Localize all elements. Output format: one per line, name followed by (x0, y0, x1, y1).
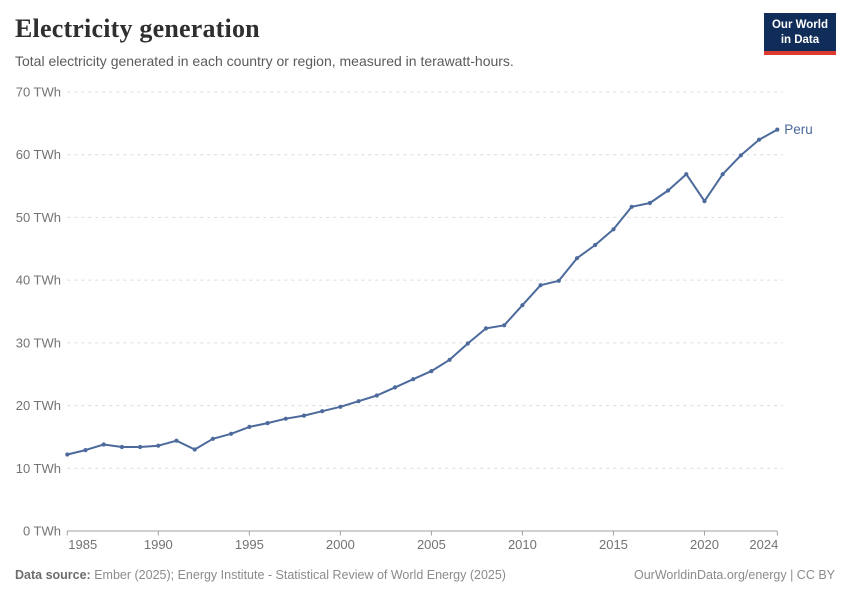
x-tick-label: 2005 (417, 537, 446, 552)
y-tick-label: 40 TWh (16, 273, 61, 288)
x-tick-label: 1995 (235, 537, 264, 552)
x-tick-label: 2000 (326, 537, 355, 552)
data-point[interactable] (465, 341, 470, 346)
y-tick-label: 0 TWh (23, 524, 61, 539)
x-tick-label: 2024 (749, 537, 778, 552)
y-tick-label: 30 TWh (16, 335, 61, 350)
data-point[interactable] (593, 242, 598, 248)
chart-footer: Data source: Ember (2025); Energy Instit… (15, 568, 835, 582)
chart-subtitle: Total electricity generated in each coun… (15, 53, 514, 69)
data-point[interactable] (101, 442, 106, 447)
data-point[interactable] (720, 172, 725, 177)
data-source-text: Ember (2025); Energy Institute - Statist… (90, 568, 506, 582)
data-point[interactable] (629, 204, 634, 209)
x-tick-label: 2015 (599, 537, 628, 552)
data-point[interactable] (411, 377, 416, 382)
data-point[interactable] (757, 137, 762, 142)
data-point[interactable] (65, 452, 70, 457)
data-point[interactable] (775, 127, 780, 132)
x-tick-label: 2020 (690, 537, 719, 552)
data-point[interactable] (702, 199, 707, 204)
x-tick-label: 1985 (68, 537, 97, 552)
data-point[interactable] (647, 200, 653, 206)
data-point[interactable] (265, 421, 270, 426)
data-point[interactable] (301, 413, 307, 418)
data-point[interactable] (502, 323, 507, 328)
data-point[interactable] (210, 436, 215, 441)
data-point[interactable] (138, 444, 143, 450)
data-point[interactable] (320, 409, 325, 414)
data-point[interactable] (611, 227, 616, 232)
data-point[interactable] (156, 443, 161, 448)
x-tick-label: 2010 (508, 537, 537, 552)
owid-logo-line2: in Data (780, 33, 820, 46)
data-point[interactable] (684, 172, 689, 177)
data-point[interactable] (356, 399, 361, 404)
y-tick-label: 50 TWh (16, 210, 61, 225)
data-source: Data source: Ember (2025); Energy Instit… (15, 568, 506, 582)
line-chart[interactable]: 0 TWh 10 TWh 20 TWh 30 TWh 40 TWh 50 TWh 60 TW… (0, 80, 850, 565)
data-point[interactable] (229, 431, 234, 436)
data-point[interactable] (283, 416, 288, 421)
x-tick-label: 1990 (144, 537, 173, 552)
data-point[interactable] (392, 385, 398, 390)
data-point[interactable] (247, 424, 252, 429)
data-point[interactable] (429, 369, 434, 374)
data-point[interactable] (447, 357, 452, 362)
data-point[interactable] (119, 444, 124, 450)
data-point[interactable] (574, 256, 580, 261)
page-title: Electricity generation (15, 14, 260, 43)
data-point[interactable] (338, 404, 343, 409)
data-point[interactable] (520, 303, 525, 308)
data-point[interactable] (738, 153, 744, 158)
y-tick-label: 20 TWh (16, 398, 61, 413)
data-point[interactable] (556, 278, 561, 283)
data-source-label: Data source: (15, 568, 91, 582)
y-tick-label: 70 TWh (16, 85, 61, 100)
owid-logo-line1: Our World (771, 19, 828, 31)
data-point[interactable] (374, 393, 379, 398)
data-point[interactable] (174, 438, 179, 443)
y-tick-label: 60 TWh (16, 147, 61, 162)
y-tick-label: 10 TWh (16, 461, 61, 476)
data-point[interactable] (483, 326, 489, 331)
owid-logo[interactable]: Our World in Data (763, 13, 836, 55)
data-point[interactable] (666, 188, 671, 193)
data-line-peru[interactable] (66, 128, 779, 456)
data-point[interactable] (83, 448, 88, 453)
series-label-peru[interactable]: Peru (784, 122, 813, 137)
attribution[interactable]: OurWorldinData.org/energy | CC BY (633, 568, 835, 582)
data-point[interactable] (192, 447, 197, 452)
data-point[interactable] (538, 283, 543, 288)
